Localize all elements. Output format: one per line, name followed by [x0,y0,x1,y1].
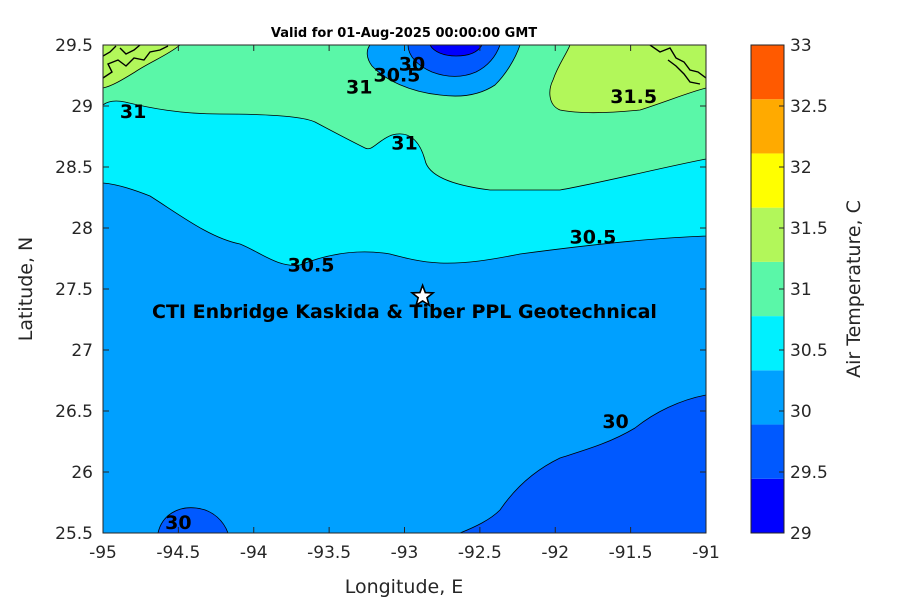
colorbar-tick-label: 31 [790,280,812,300]
colorbar-tick-label: 30 [790,402,812,422]
y-tick-label: 25.5 [55,524,93,544]
colorbar: 33 32.5 32 31.5 31 30.5 30 29.5 29 [750,36,828,544]
colorbar-label: Air Temperature, C [843,200,865,378]
contour-label: 31 [391,133,417,155]
colorbar-swatch [751,99,784,154]
y-axis-label: Latitude, N [15,237,37,342]
y-tick-label: 26.5 [55,402,93,422]
colorbar-swatch [751,153,784,208]
y-tick-label: 27 [71,341,93,361]
contour-label: 30.5 [569,227,616,249]
colorbar-swatch [751,478,784,533]
colorbar-tick-label: 29.5 [790,463,828,483]
band-29p5-30-southeast [459,394,706,533]
contour-label: 31 [346,76,372,98]
x-axis-label: Longitude, E [345,576,464,598]
band-29-29p5-north [429,45,483,57]
coastline [103,45,706,85]
colorbar-swatch [751,370,784,425]
x-tick-label: -94 [240,543,268,563]
colorbar-swatch [751,207,784,262]
y-tick-label: 29 [71,97,93,117]
colorbar-tick-label: 31.5 [790,219,828,239]
contour-label: 30 [602,411,628,433]
x-tick-label: -95 [89,543,117,563]
band-31p5-32-west [103,45,181,89]
x-tick-label: -94.5 [156,543,200,563]
contour-label: 31 [120,101,146,123]
contour-label: 30 [165,512,191,534]
colorbar-swatch [751,316,784,371]
colorbar-tick-label: 33 [790,36,812,56]
x-tick-label: -92 [541,543,569,563]
y-tick-label: 29.5 [55,36,93,56]
x-tick-label: -91.5 [609,543,653,563]
x-axis: -95 -94.5 -94 -93.5 -93 -92.5 -92 -91.5 -91 [89,45,720,563]
y-tick-label: 27.5 [55,280,93,300]
x-tick-label: -93 [391,543,419,563]
colorbar-swatch [751,424,784,479]
band-29p5-30-southwest [157,507,229,533]
site-label: CTI Enbridge Kaskida & Tiber PPL Geotech… [152,301,657,323]
contour-label: 30 [399,53,425,75]
contour-field [103,45,706,533]
site-marker [409,282,436,308]
colorbar-tick-label: 32 [790,158,812,178]
y-axis: 29.5 29 28.5 28 27.5 27 26.5 26 25.5 [55,36,706,544]
y-tick-label: 28.5 [55,158,93,178]
star-icon [409,282,436,308]
colorbar-tick-label: 32.5 [790,97,828,117]
colorbar-tick-label: 29 [790,524,812,544]
y-tick-label: 26 [71,463,93,483]
contour-label: 31.5 [610,86,657,108]
x-tick-label: -92.5 [458,543,502,563]
colorbar-swatch [751,261,784,317]
contour-label: 30.5 [374,64,421,86]
map-title: Valid for 01-Aug-2025 00:00:00 GMT [271,26,537,41]
contour-label: 30.5 [288,255,335,277]
colorbar-tick-label: 30.5 [790,341,828,361]
colorbar-swatch [751,45,784,100]
band-31p5-32-east [549,45,706,114]
y-tick-label: 28 [71,219,93,239]
x-tick-label: -93.5 [307,543,351,563]
band-29p5-30-north [407,45,501,77]
x-tick-label: -91 [692,543,720,563]
